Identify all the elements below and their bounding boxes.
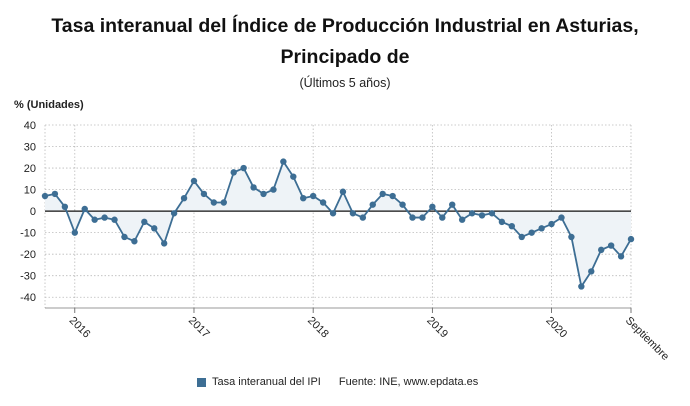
x-tick-label-2019: 2019 bbox=[424, 315, 450, 341]
data-point-2017-08 bbox=[260, 190, 267, 198]
data-point-2020-07 bbox=[607, 242, 615, 249]
data-point-2017-12 bbox=[300, 195, 307, 202]
y-tick-label-0: 0 bbox=[30, 206, 36, 218]
y-tick-label-10: 10 bbox=[24, 185, 36, 197]
data-point-2018-10 bbox=[399, 201, 406, 208]
y-tick-label--20: -20 bbox=[20, 249, 36, 261]
data-point-2017-06 bbox=[240, 164, 247, 172]
data-point-2018-03 bbox=[329, 210, 337, 217]
data-point-2020-05 bbox=[588, 268, 595, 275]
data-point-2016-01 bbox=[71, 229, 78, 236]
data-point-2020-04 bbox=[578, 283, 585, 290]
chart-title-line-2: Principado de bbox=[280, 46, 410, 68]
data-point-2015-11 bbox=[51, 190, 59, 198]
series-area bbox=[45, 161, 631, 287]
data-point-2017-11 bbox=[290, 173, 297, 180]
data-point-2020-06 bbox=[598, 246, 605, 254]
source-label: Fuente: INE, www.epdata.es bbox=[338, 376, 479, 388]
data-point-2019-03 bbox=[449, 201, 456, 208]
data-point-2017-10 bbox=[280, 158, 287, 165]
x-tick-label-2018: 2018 bbox=[305, 315, 331, 341]
data-point-2015-12 bbox=[61, 203, 69, 211]
data-point-2019-07 bbox=[488, 210, 496, 217]
data-point-2018-01 bbox=[309, 192, 317, 200]
data-point-2016-04 bbox=[101, 214, 108, 221]
area-layer bbox=[45, 161, 631, 287]
data-point-2020-01 bbox=[548, 220, 555, 228]
data-point-2020-08 bbox=[617, 253, 625, 260]
data-point-2019-04 bbox=[458, 216, 466, 223]
data-point-2016-02 bbox=[81, 205, 88, 213]
data-point-2016-06 bbox=[121, 233, 128, 241]
data-point-2019-12 bbox=[538, 225, 545, 232]
data-point-2017-03 bbox=[210, 199, 218, 206]
data-point-2018-09 bbox=[389, 192, 396, 200]
data-point-2017-01 bbox=[190, 177, 198, 185]
x-tick-label-septiembre: Septiembre bbox=[623, 315, 671, 363]
data-point-2017-02 bbox=[200, 190, 208, 198]
data-point-2017-04 bbox=[220, 199, 227, 206]
data-point-2016-11 bbox=[170, 210, 178, 217]
x-tick-label-2017: 2017 bbox=[186, 315, 212, 341]
data-point-2019-10 bbox=[518, 233, 525, 241]
x-tick-label-2016: 2016 bbox=[67, 315, 93, 341]
legend-series-label: Tasa interanual del IPI bbox=[212, 376, 321, 388]
data-point-layer bbox=[41, 158, 635, 290]
data-point-2018-11 bbox=[409, 214, 416, 221]
data-point-2017-09 bbox=[270, 186, 277, 193]
legend: Tasa interanual del IPI Fuente: INE, www… bbox=[197, 376, 478, 388]
data-point-2016-03 bbox=[91, 216, 98, 223]
data-point-2018-02 bbox=[319, 199, 327, 206]
data-point-2018-07 bbox=[369, 201, 376, 208]
y-tick-label--40: -40 bbox=[20, 292, 36, 304]
data-point-2016-10 bbox=[160, 240, 168, 247]
data-point-2017-07 bbox=[250, 184, 257, 191]
data-point-2019-09 bbox=[508, 222, 516, 230]
data-point-2018-08 bbox=[379, 190, 386, 198]
y-tick-label-20: 20 bbox=[24, 163, 36, 175]
y-tick-label--30: -30 bbox=[20, 271, 36, 283]
y-tick-label-40: 40 bbox=[24, 120, 36, 132]
data-point-2016-09 bbox=[151, 225, 158, 232]
data-point-2020-02 bbox=[558, 214, 565, 221]
data-point-2016-05 bbox=[111, 216, 118, 223]
y-axis-unit-label: % (Unidades) bbox=[14, 99, 84, 111]
data-point-2016-12 bbox=[180, 195, 188, 202]
data-point-2018-04 bbox=[339, 188, 347, 195]
data-point-2019-08 bbox=[498, 218, 506, 226]
data-point-2017-05 bbox=[230, 169, 237, 176]
data-point-2019-02 bbox=[439, 214, 446, 221]
data-point-2016-08 bbox=[141, 218, 148, 226]
data-point-2019-01 bbox=[429, 203, 436, 211]
data-point-2020-09 bbox=[627, 235, 635, 243]
y-tick-label--10: -10 bbox=[20, 228, 36, 240]
chart-subtitle: (Últimos 5 años) bbox=[299, 76, 391, 90]
data-point-2018-05 bbox=[349, 210, 357, 217]
x-tick-label-2020: 2020 bbox=[543, 315, 569, 341]
axis-layer bbox=[45, 210, 632, 313]
data-point-2019-05 bbox=[468, 210, 476, 217]
data-point-2019-06 bbox=[478, 212, 486, 219]
y-tick-label-30: 30 bbox=[24, 142, 36, 154]
data-point-2020-03 bbox=[568, 233, 575, 241]
data-point-2018-12 bbox=[419, 214, 426, 221]
data-point-2015-10 bbox=[41, 192, 49, 200]
data-point-2018-06 bbox=[359, 214, 367, 221]
data-point-2019-11 bbox=[528, 229, 535, 236]
chart-title-line-1: Tasa interanual del Índice de Producción… bbox=[51, 15, 639, 37]
legend-swatch bbox=[197, 377, 206, 387]
data-point-2016-07 bbox=[131, 238, 138, 245]
